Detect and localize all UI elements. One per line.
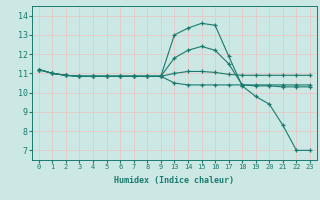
- X-axis label: Humidex (Indice chaleur): Humidex (Indice chaleur): [115, 176, 234, 185]
